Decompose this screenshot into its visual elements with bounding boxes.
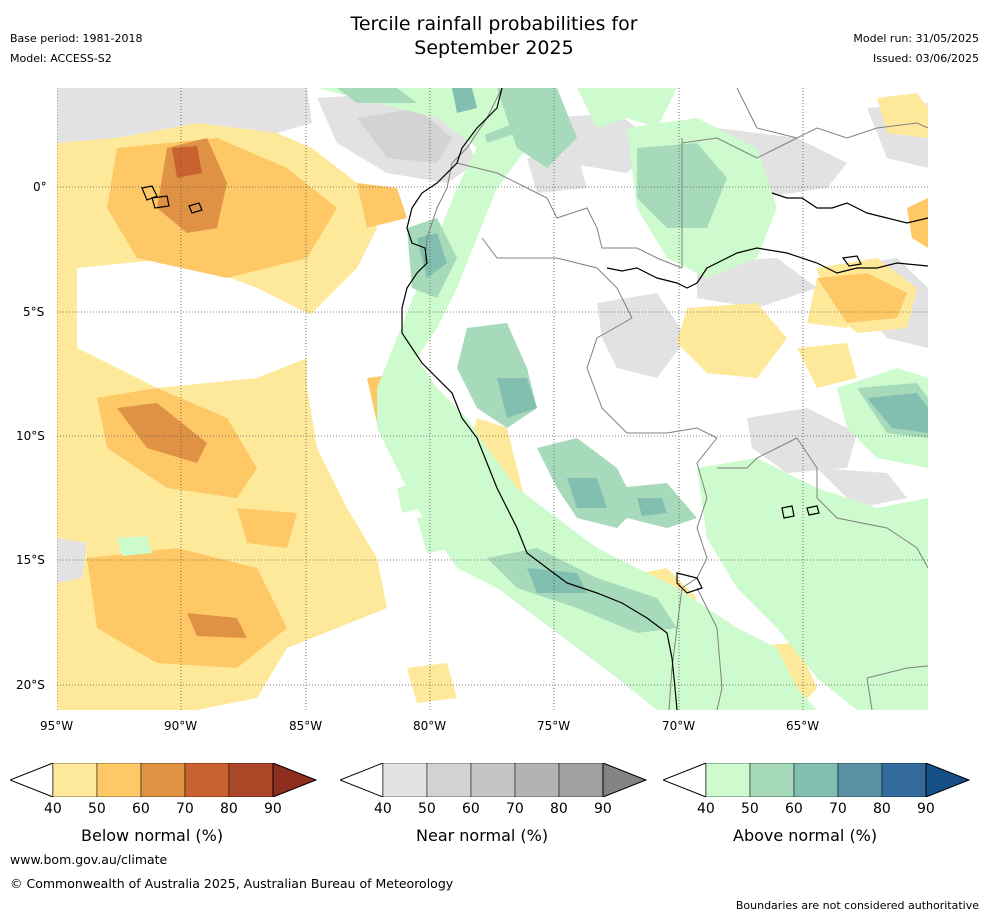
near-tick-70: 70: [506, 801, 524, 817]
website-link[interactable]: www.bom.gov.au/climate: [10, 852, 168, 867]
near-tick-40: 40: [374, 801, 392, 817]
lon-tick-80w: 80°W: [413, 719, 447, 733]
colorbar-above-extend-right: [925, 763, 971, 797]
colorbar-below-extend-left: [10, 763, 54, 797]
below-tick-40: 40: [44, 801, 62, 817]
colorbar-near-extend-right: [602, 763, 648, 797]
model-run: Model run: 31/05/2025: [853, 32, 979, 45]
below-tick-90: 90: [264, 801, 282, 817]
lon-tick-75w: 75°W: [537, 719, 571, 733]
probability-map: [57, 88, 928, 710]
below-tick-60: 60: [132, 801, 150, 817]
graticule: [57, 88, 928, 710]
colorbar-near: [340, 763, 648, 797]
below-normal-label: Below normal (%): [81, 826, 224, 845]
coastline: [141, 88, 928, 710]
lat-tick-0: 0°: [33, 180, 47, 194]
meta-left: Base period: 1981-2018 Model: ACCESS-S2: [10, 29, 142, 69]
model-name: Model: ACCESS-S2: [10, 52, 112, 65]
above-tick-40: 40: [697, 801, 715, 817]
lon-tick-70w: 70°W: [662, 719, 696, 733]
near-normal-label: Near normal (%): [416, 826, 549, 845]
above-normal-areas: [117, 88, 928, 710]
above-tick-80: 80: [873, 801, 891, 817]
issued-date: Issued: 03/06/2025: [872, 52, 979, 65]
lon-tick-90w: 90°W: [164, 719, 198, 733]
colorbar-below: [10, 763, 318, 797]
colorbar-above-extend-left: [663, 763, 707, 797]
near-tick-80: 80: [550, 801, 568, 817]
lon-tick-85w: 85°W: [289, 719, 323, 733]
boundary-disclaimer: Boundaries are not considered authoritat…: [735, 899, 979, 912]
lat-tick-20s: 20°S: [16, 678, 45, 692]
copyright-notice: © Commonwealth of Australia 2025, Austra…: [10, 876, 454, 891]
below-tick-50: 50: [88, 801, 106, 817]
lat-tick-15s: 15°S: [16, 553, 45, 567]
near-tick-60: 60: [462, 801, 480, 817]
near-tick-50: 50: [418, 801, 436, 817]
country-borders: [424, 88, 928, 710]
above-tick-90: 90: [917, 801, 935, 817]
colorbar-above: [663, 763, 971, 797]
colorbar-near-extend-left: [340, 763, 384, 797]
below-tick-80: 80: [220, 801, 238, 817]
meta-right: Model run: 31/05/2025 Issued: 03/06/2025: [853, 29, 979, 69]
title-line-2: September 2025: [414, 37, 574, 59]
lon-tick-65w: 65°W: [786, 719, 820, 733]
title-line-1: Tercile rainfall probabilities for: [350, 13, 638, 35]
lat-tick-10s: 10°S: [16, 429, 45, 443]
map-panel: [57, 88, 928, 710]
map-title: Tercile rainfall probabilities for Septe…: [0, 12, 988, 60]
lat-tick-5s: 5°S: [23, 305, 45, 319]
above-tick-60: 60: [785, 801, 803, 817]
colorbar-below-extend-right: [272, 763, 318, 797]
below-tick-70: 70: [176, 801, 194, 817]
above-tick-70: 70: [829, 801, 847, 817]
lon-tick-95w: 95°W: [40, 719, 74, 733]
near-tick-90: 90: [594, 801, 612, 817]
above-tick-50: 50: [741, 801, 759, 817]
base-period: Base period: 1981-2018: [10, 32, 143, 45]
above-normal-label: Above normal (%): [733, 826, 878, 845]
